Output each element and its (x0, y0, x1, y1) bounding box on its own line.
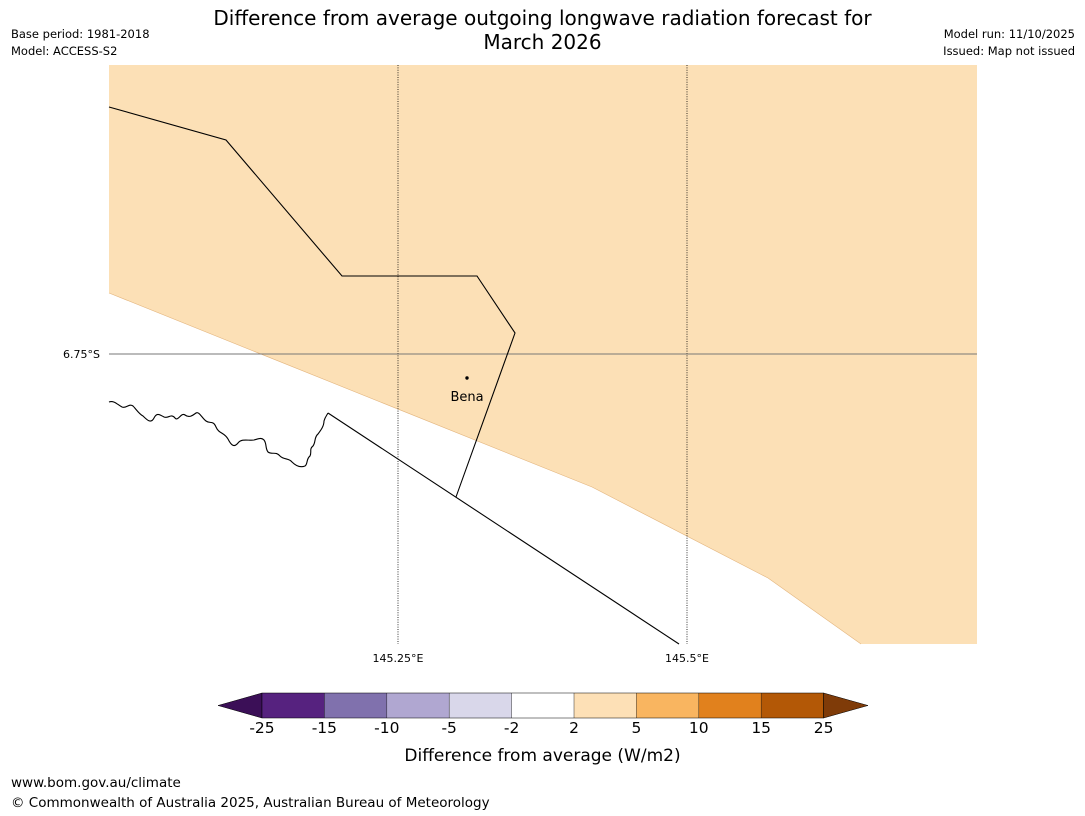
colorbar-bin-neg10-neg5 (386, 693, 450, 718)
model-run: Model run: 11/10/2025 (943, 27, 1075, 41)
title-line-1: Difference from average outgoing longwav… (213, 6, 872, 30)
issued-status: Issued: Map not issued (943, 44, 1075, 58)
colorbar-bin-2-5 (574, 693, 637, 718)
colorbar-tick-label: 15 (751, 719, 772, 737)
colorbar-bin-5-10 (636, 693, 699, 718)
colorbar-tick-label: -15 (311, 719, 338, 737)
province-boundary (108, 106, 516, 498)
colorbar-tick-label: -10 (374, 719, 400, 737)
colorbar-dividers (324, 693, 762, 718)
bena-label: Bena (450, 390, 483, 405)
lon-label-145-25e: 145.25°E (373, 652, 424, 665)
footer-url[interactable]: www.bom.gov.au/climate (11, 775, 181, 791)
colorbar-bin-10-15 (698, 693, 762, 718)
anomaly-fill-edge (108, 292, 862, 645)
colorbar-bin-15-25 (761, 693, 824, 718)
colorbar-tick-label: 5 (631, 719, 642, 737)
colorbar-bin-neg15-neg10 (324, 693, 387, 718)
lat-label-6-75s: 6.75°S (63, 348, 100, 361)
colorbar-frame (261, 692, 824, 719)
province-boundary-south (327, 412, 680, 645)
colorbar (217, 692, 869, 719)
colorbar-tick-label: -2 (503, 719, 520, 737)
colorbar-extend-low (217, 692, 263, 719)
colorbar-bin-neg5-neg2 (449, 693, 512, 718)
colorbar-bin-neg25-neg15 (262, 693, 325, 718)
map-title: Difference from average outgoing longwav… (0, 6, 1085, 54)
colorbar-tick-label: -25 (249, 719, 275, 737)
colorbar-tick-label: 10 (688, 719, 709, 737)
model-name: Model: ACCESS-S2 (11, 44, 118, 58)
colorbar-extend-high (823, 692, 869, 719)
meta-left: Base period: 1981-2018 Model: ACCESS-S2 (11, 26, 150, 60)
colorbar-tick-label: 2 (569, 719, 579, 737)
meta-right: Model run: 11/10/2025 Issued: Map not is… (943, 26, 1075, 60)
colorbar-tick-label: -5 (441, 719, 457, 737)
colorbar-title: Difference from average (W/m2) (404, 746, 681, 766)
colorbar-tick-label: 25 (813, 719, 834, 737)
base-period: Base period: 1981-2018 (11, 27, 150, 41)
colorbar-bin-neg2-2 (511, 693, 574, 718)
coastline (108, 401, 329, 468)
bena-marker (465, 376, 469, 380)
title-line-2: March 2026 (483, 30, 602, 54)
footer-copyright: © Commonwealth of Australia 2025, Austra… (11, 795, 490, 811)
lon-label-145-5e: 145.5°E (665, 652, 709, 665)
